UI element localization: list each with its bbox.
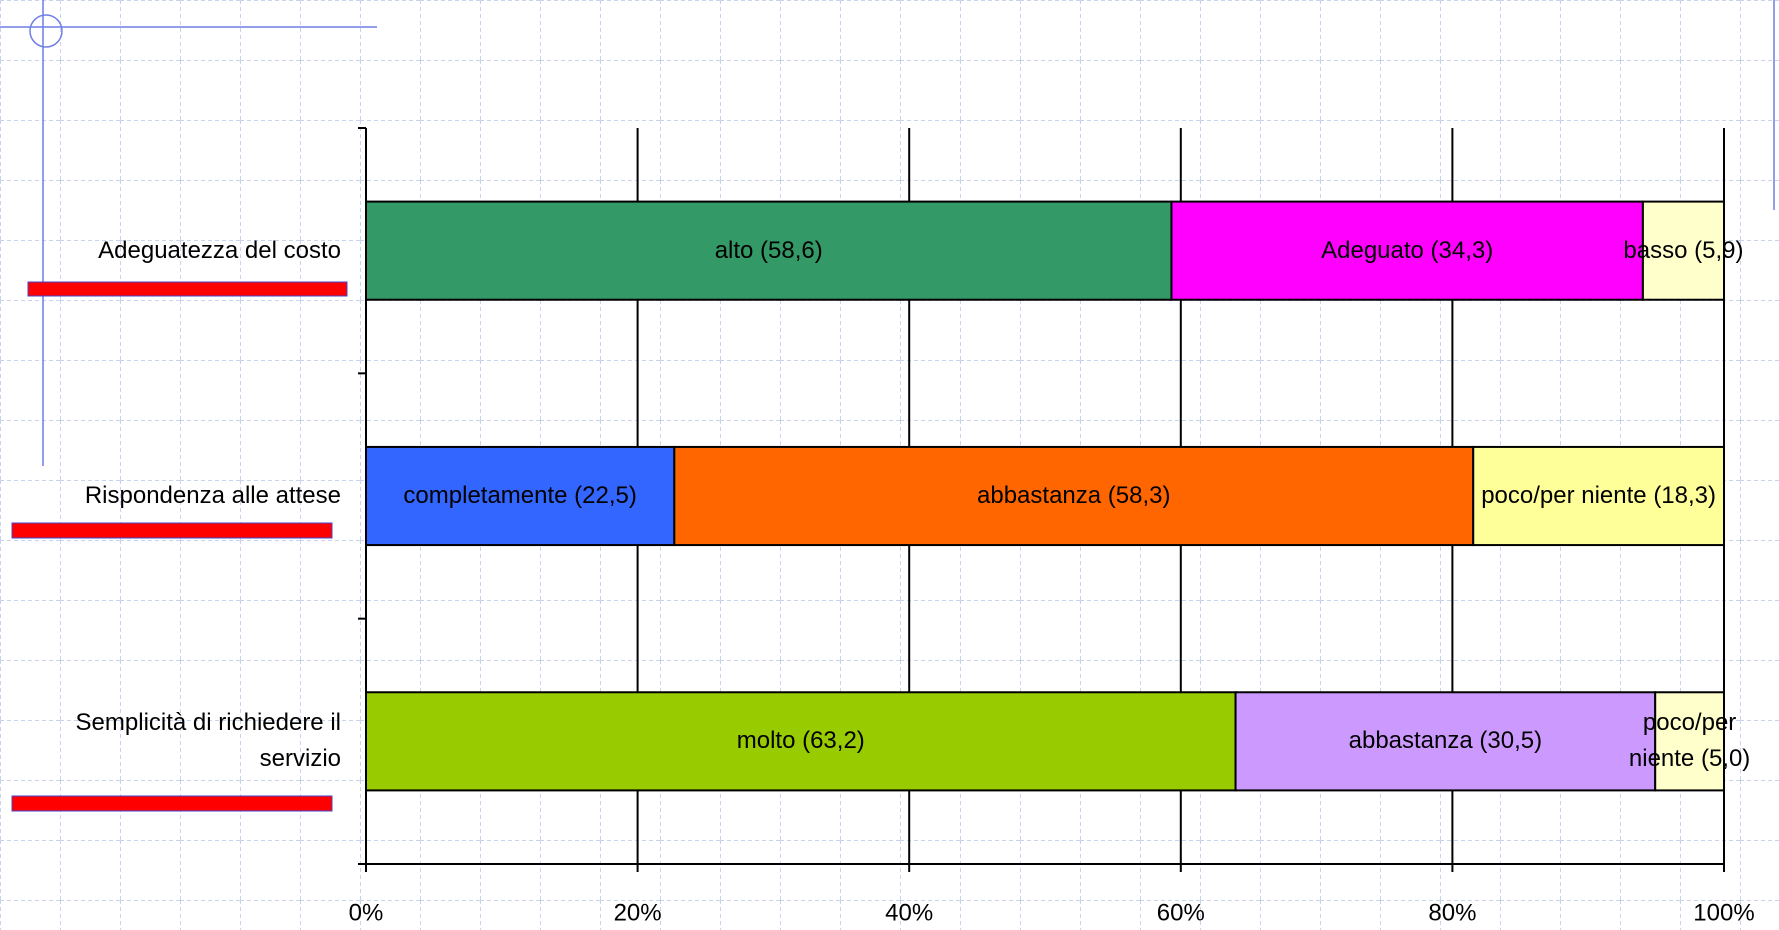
- label-underlines: [11, 281, 348, 812]
- segment-label: completamente (22,5): [403, 481, 637, 509]
- segment-label: alto (58,6): [714, 236, 823, 264]
- category-label: Semplicità di richiedere il servizio: [75, 709, 341, 773]
- x-tick-label: 100%: [1693, 899, 1754, 926]
- bar-segment: [365, 200, 1173, 301]
- x-tick-label: 60%: [1157, 899, 1205, 926]
- bar-segment: [365, 445, 676, 547]
- segment-label: abbastanza (58,3): [977, 481, 1171, 509]
- bar-segment: [1234, 691, 1657, 792]
- segment-label: abbastanza (30,5): [1348, 727, 1543, 755]
- segment-label: Adeguato (34,3): [1321, 236, 1494, 264]
- x-tick-label: 0%: [349, 899, 384, 926]
- x-tick-label: 20%: [614, 899, 662, 926]
- category-label: Adeguatezza del costo: [98, 236, 341, 264]
- bar-segment: [1641, 200, 1726, 301]
- bar-segment: [673, 445, 1475, 547]
- category-label: Rispondenza alle attese: [84, 482, 341, 509]
- x-tick-label: 80%: [1428, 899, 1476, 926]
- segment-label: molto (63,2): [736, 727, 865, 755]
- x-tick-label: 40%: [885, 899, 933, 926]
- segment-label: poco/per niente (5,0): [1628, 709, 1751, 773]
- bar-segment: [1472, 445, 1725, 547]
- segment-label: poco/per niente (18,3): [1481, 481, 1717, 509]
- bar-segment: [1654, 691, 1726, 792]
- segment-label: basso (5,9): [1623, 236, 1744, 264]
- bar-segment: [365, 691, 1237, 792]
- decoration: [0, 0, 1775, 466]
